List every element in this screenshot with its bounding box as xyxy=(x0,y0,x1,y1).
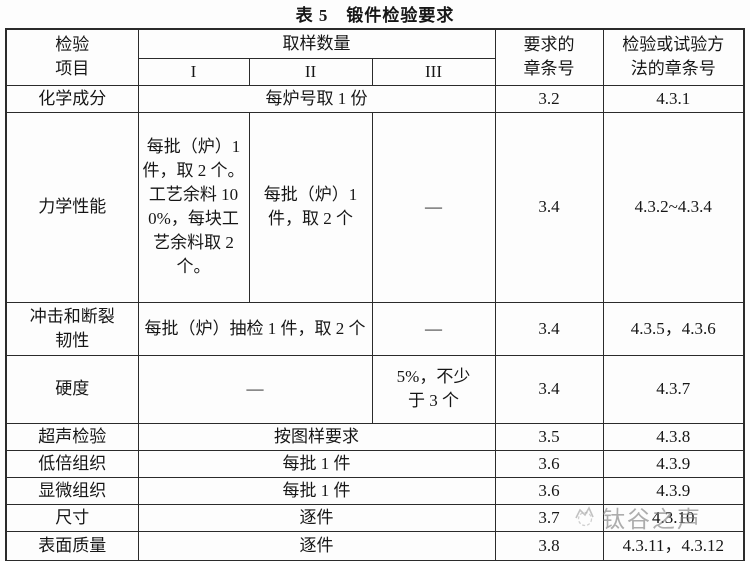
method-clause-cell: 4.3.7 xyxy=(602,354,745,424)
table-row-dimensions: 尺寸 逐件 3.7 4.3.10 xyxy=(5,503,745,532)
header-sampling: 取样数量 xyxy=(137,28,496,59)
method-clause-cell: 4.3.9 xyxy=(602,449,745,478)
item-cell: 力学性能 xyxy=(5,111,139,303)
sampling-cell-1-2: — xyxy=(137,354,373,424)
table-row-surface: 表面质量 逐件 3.8 4.3.11，4.3.12 xyxy=(5,530,745,561)
table-row-chemical: 化学成分 每炉号取 1 份 3.2 4.3.1 xyxy=(5,84,745,113)
required-clause-cell: 3.7 xyxy=(494,503,604,532)
header-required-clause: 要求的章条号 xyxy=(494,28,604,86)
item-cell: 尺寸 xyxy=(5,503,139,532)
header-method-clause: 检验或试验方法的章条号 xyxy=(602,28,745,86)
item-cell: 化学成分 xyxy=(5,84,139,113)
table-row-macrostructure: 低倍组织 每批 1 件 3.6 4.3.9 xyxy=(5,449,745,478)
required-clause-cell: 3.2 xyxy=(494,84,604,113)
header-col-2: II xyxy=(248,57,373,86)
header-col-3: III xyxy=(371,57,496,86)
sampling-cell: 每批 1 件 xyxy=(137,449,496,478)
sampling-cell-1-2: 每批（炉）抽检 1 件，取 2 个 xyxy=(137,301,373,356)
method-clause-cell: 4.3.5，4.3.6 xyxy=(602,301,745,356)
item-cell: 显微组织 xyxy=(5,476,139,505)
table-row-microstructure: 显微组织 每批 1 件 3.6 4.3.9 xyxy=(5,476,745,505)
item-cell: 硬度 xyxy=(5,354,139,424)
sampling-cell: 每批 1 件 xyxy=(137,476,496,505)
table-caption: 表 5 锻件检验要求 xyxy=(295,6,455,25)
header-item: 检验项目 xyxy=(5,28,139,86)
method-clause-cell: 4.3.8 xyxy=(602,422,745,451)
method-clause-cell: 4.3.11，4.3.12 xyxy=(602,530,745,561)
required-clause-cell: 3.6 xyxy=(494,449,604,478)
header-col-1: I xyxy=(137,57,250,86)
item-cell: 低倍组织 xyxy=(5,449,139,478)
required-clause-cell: 3.4 xyxy=(494,301,604,356)
required-clause-cell: 3.6 xyxy=(494,476,604,505)
required-clause-cell: 3.5 xyxy=(494,422,604,451)
sampling-cell: 逐件 xyxy=(137,530,496,561)
table-row-mechanical: 力学性能 每批（炉）1 件，取 2 个。工艺余料 100%，每块工艺余料取 2 … xyxy=(5,111,745,303)
sampling-cell-1: 每批（炉）1 件，取 2 个。工艺余料 100%，每块工艺余料取 2 个。 xyxy=(137,111,250,303)
header-row-1: 检验项目 取样数量 要求的章条号 检验或试验方法的章条号 xyxy=(5,28,745,86)
table-row-ultrasonic: 超声检验 按图样要求 3.5 4.3.8 xyxy=(5,422,745,451)
item-cell: 超声检验 xyxy=(5,422,139,451)
sampling-cell: 每炉号取 1 份 xyxy=(137,84,496,113)
sampling-cell: 按图样要求 xyxy=(137,422,496,451)
method-clause-cell: 4.3.2~4.3.4 xyxy=(602,111,745,303)
sampling-cell-3: 5%，不少于 3 个 xyxy=(371,354,496,424)
method-clause-cell: 4.3.9 xyxy=(602,476,745,505)
table-row-hardness: 硬度 — 5%，不少于 3 个 3.4 4.3.7 xyxy=(5,354,745,424)
forging-inspection-table: 检验项目 取样数量 要求的章条号 检验或试验方法的章条号 I II III 化学… xyxy=(5,28,746,561)
sampling-cell-2: 每批（炉）1 件，取 2 个 xyxy=(248,111,373,303)
item-cell: 表面质量 xyxy=(5,530,139,561)
sampling-cell-3: — xyxy=(371,301,496,356)
required-clause-cell: 3.8 xyxy=(494,530,604,561)
required-clause-cell: 3.4 xyxy=(494,354,604,424)
sampling-cell: 逐件 xyxy=(137,503,496,532)
method-clause-cell: 4.3.1 xyxy=(602,84,745,113)
sampling-cell-3: — xyxy=(371,111,496,303)
method-clause-cell: 4.3.10 xyxy=(602,503,745,532)
required-clause-cell: 3.4 xyxy=(494,111,604,303)
table-row-impact: 冲击和断裂韧性 每批（炉）抽检 1 件，取 2 个 — 3.4 4.3.5，4.… xyxy=(5,301,745,356)
item-cell: 冲击和断裂韧性 xyxy=(5,301,139,356)
